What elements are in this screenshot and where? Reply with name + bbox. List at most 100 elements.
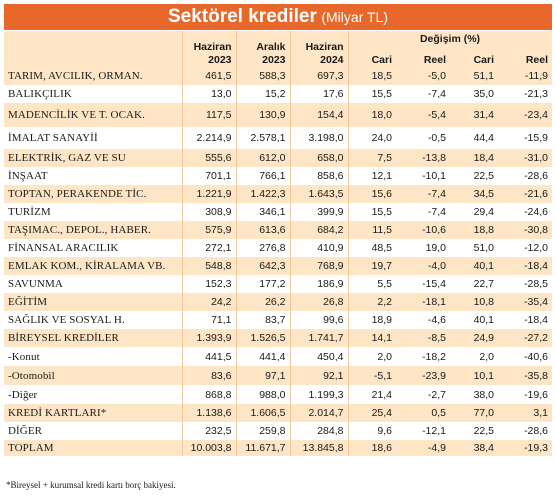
value-jun-2024-cell: 1.643,5 xyxy=(289,185,348,203)
change-cari-2-cell: 40,1 xyxy=(473,260,494,272)
value-jun-2024-cell: 2.014,7 xyxy=(289,404,348,422)
value-jun-2023-cell: 10.003,8 xyxy=(181,440,236,456)
change-reel-2-cell: -12,0 xyxy=(524,242,548,254)
value-jun-2023-cell: 548,8 xyxy=(181,257,236,275)
value-jun-2023-cell: 555,6 xyxy=(181,149,236,167)
change-cari-1-cell: 2,0 xyxy=(347,347,396,366)
table-row: KREDİ KARTLARI* 1.138,6 1.606,5 2.014,7 25,4… xyxy=(4,404,552,422)
change-cari-2-cell: 34,5 xyxy=(473,188,494,200)
change-reel-2-cell: -27,2 xyxy=(524,332,548,344)
table-subtitle: (Milyar TL) xyxy=(321,9,388,25)
col-header-cari-2: Cari xyxy=(450,31,498,67)
value-jun-2023-cell: 1.138,6 xyxy=(181,404,236,422)
value-dec-2023-cell: 2.578,1 xyxy=(235,127,290,149)
sector-name-cell: -Konut xyxy=(8,350,40,363)
value-dec-2023-cell: 612,0 xyxy=(235,149,290,167)
change-cari-1-cell: 25,4 xyxy=(347,404,396,422)
value-jun-2024-cell: 410,9 xyxy=(289,239,348,257)
change-reel-2-cell: -19,3 xyxy=(524,442,548,454)
change-reel-2-cell: -23,4 xyxy=(524,109,548,121)
col-header-year: 2023 xyxy=(208,54,232,66)
value-jun-2023-cell: 24,2 xyxy=(181,293,236,311)
table-row: -Otomobil 83,6 97,1 92,1 -5,1 -23,9 10,1 -35,8 xyxy=(4,366,552,385)
change-reel-1-cell: 0,5 xyxy=(431,407,446,419)
change-reel-1-cell: -18,2 xyxy=(422,350,446,363)
value-jun-2024-cell: 658,0 xyxy=(289,149,348,167)
sector-name-cell: İMALAT SANAYİİ xyxy=(8,132,98,144)
col-header-year: 2023 xyxy=(262,54,286,66)
sector-name-cell: EĞİTİM xyxy=(8,296,48,308)
sector-name-cell: SAĞLIK VE SOSYAL H. xyxy=(8,314,125,326)
change-reel-2-cell: -40,6 xyxy=(524,350,548,363)
value-dec-2023-cell: 642,3 xyxy=(235,257,290,275)
value-dec-2023-cell: 26,2 xyxy=(235,293,290,311)
table-row: ELEKTRİK, GAZ VE SU 555,6 612,0 658,0 7,5 -13… xyxy=(4,149,552,167)
value-dec-2023-cell: 11.671,7 xyxy=(235,440,290,456)
change-cari-1-cell: 2,2 xyxy=(347,293,396,311)
value-jun-2024-cell: 399,9 xyxy=(289,203,348,221)
change-reel-1-cell: -7,4 xyxy=(427,88,446,100)
table-row: FİNANSAL ARACILIK 272,1 276,8 410,9 48,5 19,0… xyxy=(4,239,552,257)
change-reel-2-cell: -18,4 xyxy=(524,314,548,326)
change-cari-2-cell: 38,4 xyxy=(473,442,494,454)
table-row: İNŞAAT 701,1 766,1 858,6 12,1 -10,1 22,5 -28,6 xyxy=(4,167,552,185)
footnote: *Bireysel + kurumsal kredi kartı borç ba… xyxy=(6,480,176,490)
table-row: DİĞER 232,5 259,8 284,8 9,6 -12,1 22,5 -28,6 xyxy=(4,422,552,440)
change-reel-2-cell: 3,1 xyxy=(533,407,548,419)
value-jun-2023-cell: 232,5 xyxy=(181,422,236,440)
header-row: Haziran 2023 Aralık 2023 Haziran 2024 Ca… xyxy=(4,31,552,67)
value-jun-2024-cell: 3.198,0 xyxy=(289,127,348,149)
value-jun-2023-cell: 117,5 xyxy=(181,103,236,127)
col-header-year: 2024 xyxy=(320,54,344,66)
change-cari-1-cell: 12,1 xyxy=(347,167,396,185)
change-reel-2-cell: -24,6 xyxy=(524,206,548,218)
change-cari-1-cell: 9,6 xyxy=(347,422,396,440)
change-reel-1-cell: -10,1 xyxy=(422,170,446,182)
change-cari-1-cell: 21,4 xyxy=(347,385,396,404)
change-reel-1-cell: -5,4 xyxy=(427,109,446,121)
change-cari-1-cell: 48,5 xyxy=(347,239,396,257)
change-group-header: Değişim (%) xyxy=(419,33,481,45)
value-jun-2023-cell: 1.221,9 xyxy=(181,185,236,203)
table-row: SAVUNMA 152,3 177,2 186,9 5,5 -15,4 22,7 -28,5 xyxy=(4,275,552,293)
sector-name-cell: DİĞER xyxy=(8,425,43,437)
value-dec-2023-cell: 1.422,3 xyxy=(235,185,290,203)
value-jun-2023-cell: 272,1 xyxy=(181,239,236,257)
change-cari-1-cell: 11,5 xyxy=(347,221,396,239)
value-jun-2024-cell: 858,6 xyxy=(289,167,348,185)
change-reel-1-cell: -12,1 xyxy=(422,425,446,437)
change-reel-1-cell: -4,0 xyxy=(427,260,446,272)
table-row: TOPTAN, PERAKENDE TİC. 1.221,9 1.422,3 1.64… xyxy=(4,185,552,203)
value-jun-2024-cell: 697,3 xyxy=(289,67,348,85)
col-header-reel-2: Reel xyxy=(498,31,552,67)
value-jun-2024-cell: 17,6 xyxy=(289,85,348,103)
sector-name-cell: KREDİ KARTLARI* xyxy=(8,407,107,419)
sector-name-cell: TAŞIMAC., DEPOL., HABER. xyxy=(8,224,151,236)
table-row: TAŞIMAC., DEPOL., HABER. 575,9 613,6 684,2 1… xyxy=(4,221,552,239)
change-cari-1-cell: 24,0 xyxy=(347,127,396,149)
sector-name-cell: -Diğer xyxy=(8,388,38,401)
change-reel-1-cell: -10,6 xyxy=(422,224,446,236)
col-header-reel-1: Reel xyxy=(396,31,450,67)
change-reel-2-cell: -35,8 xyxy=(524,369,548,382)
value-jun-2023-cell: 71,1 xyxy=(181,311,236,329)
change-reel-2-cell: -28,6 xyxy=(524,170,548,182)
sector-name-cell: TOPLAM xyxy=(8,442,54,454)
value-jun-2023-cell: 308,9 xyxy=(181,203,236,221)
sector-name-cell: FİNANSAL ARACILIK xyxy=(8,242,119,254)
change-cari-2-cell: 51,1 xyxy=(473,70,494,82)
change-cari-2-cell: 10,1 xyxy=(473,369,494,382)
change-reel-1-cell: 19,0 xyxy=(425,242,446,254)
value-jun-2023-cell: 1.393,9 xyxy=(181,329,236,347)
table-row: EĞİTİM 24,2 26,2 26,8 2,2 -18,1 10,8 -35,4 xyxy=(4,293,552,311)
table-row: -Konut 441,5 441,4 450,4 2,0 -18,2 2,0 -40,6 xyxy=(4,347,552,366)
change-cari-2-cell: 10,8 xyxy=(473,296,494,308)
change-cari-2-cell: 51,0 xyxy=(473,242,494,254)
table-row: MADENCİLİK VE T. OCAK. 117,5 130,9 154,4 18,… xyxy=(4,103,552,127)
value-jun-2024-cell: 13.845,8 xyxy=(289,440,348,456)
value-jun-2024-cell: 99,6 xyxy=(289,311,348,329)
change-reel-1-cell: -4,9 xyxy=(427,442,446,454)
sector-name-cell: TURİZM xyxy=(8,206,51,218)
change-cari-2-cell: 77,0 xyxy=(473,407,494,419)
value-dec-2023-cell: 613,6 xyxy=(235,221,290,239)
